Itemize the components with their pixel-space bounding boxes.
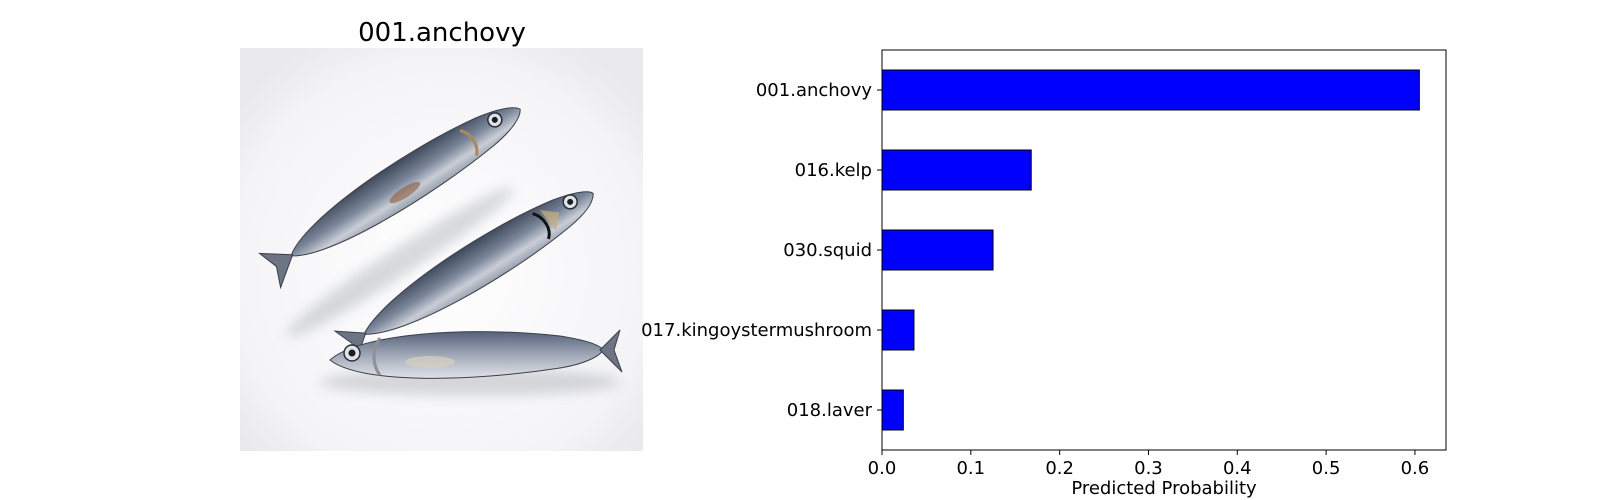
y-tick-label: 030.squid — [783, 240, 872, 261]
y-tick-label: 018.laver — [787, 400, 873, 421]
anchovy-photo — [240, 48, 643, 451]
bars-group — [881, 69, 1420, 431]
x-axis-label: Predicted Probability — [1071, 478, 1257, 499]
x-tick-label: 0.5 — [1312, 458, 1341, 479]
bar-001.anchovy — [881, 69, 1420, 111]
y-axis: 001.anchovy 016.kelp 030.squid 017.kingoyst… — [641, 80, 882, 421]
bar-chart: 001.anchovy 016.kelp 030.squid 017.kingoyst… — [641, 49, 1447, 499]
y-tick-label: 017.kingoystermushroom — [641, 320, 872, 341]
fish-middle-icon — [333, 191, 594, 364]
x-tick-label: 0.6 — [1401, 458, 1430, 479]
bar-018.laver — [881, 389, 904, 431]
bar-030.squid — [881, 229, 994, 271]
x-axis: 0.0 0.1 0.2 0.3 0.4 0.5 0.6 — [868, 450, 1430, 479]
bar-017.kingoystermushroom — [881, 309, 915, 351]
fish-bottom-icon — [329, 329, 623, 379]
image-title: 001.anchovy — [358, 18, 526, 48]
x-tick-label: 0.3 — [1134, 458, 1163, 479]
fish-top-icon — [258, 107, 521, 290]
bar-016.kelp — [881, 149, 1032, 191]
image-panel: 001.anchovy — [240, 18, 643, 451]
y-tick-label: 001.anchovy — [756, 80, 872, 101]
y-tick-label: 016.kelp — [795, 160, 872, 181]
x-tick-label: 0.0 — [868, 458, 897, 479]
x-tick-label: 0.2 — [1045, 458, 1074, 479]
x-tick-label: 0.1 — [956, 458, 985, 479]
x-tick-label: 0.4 — [1223, 458, 1252, 479]
